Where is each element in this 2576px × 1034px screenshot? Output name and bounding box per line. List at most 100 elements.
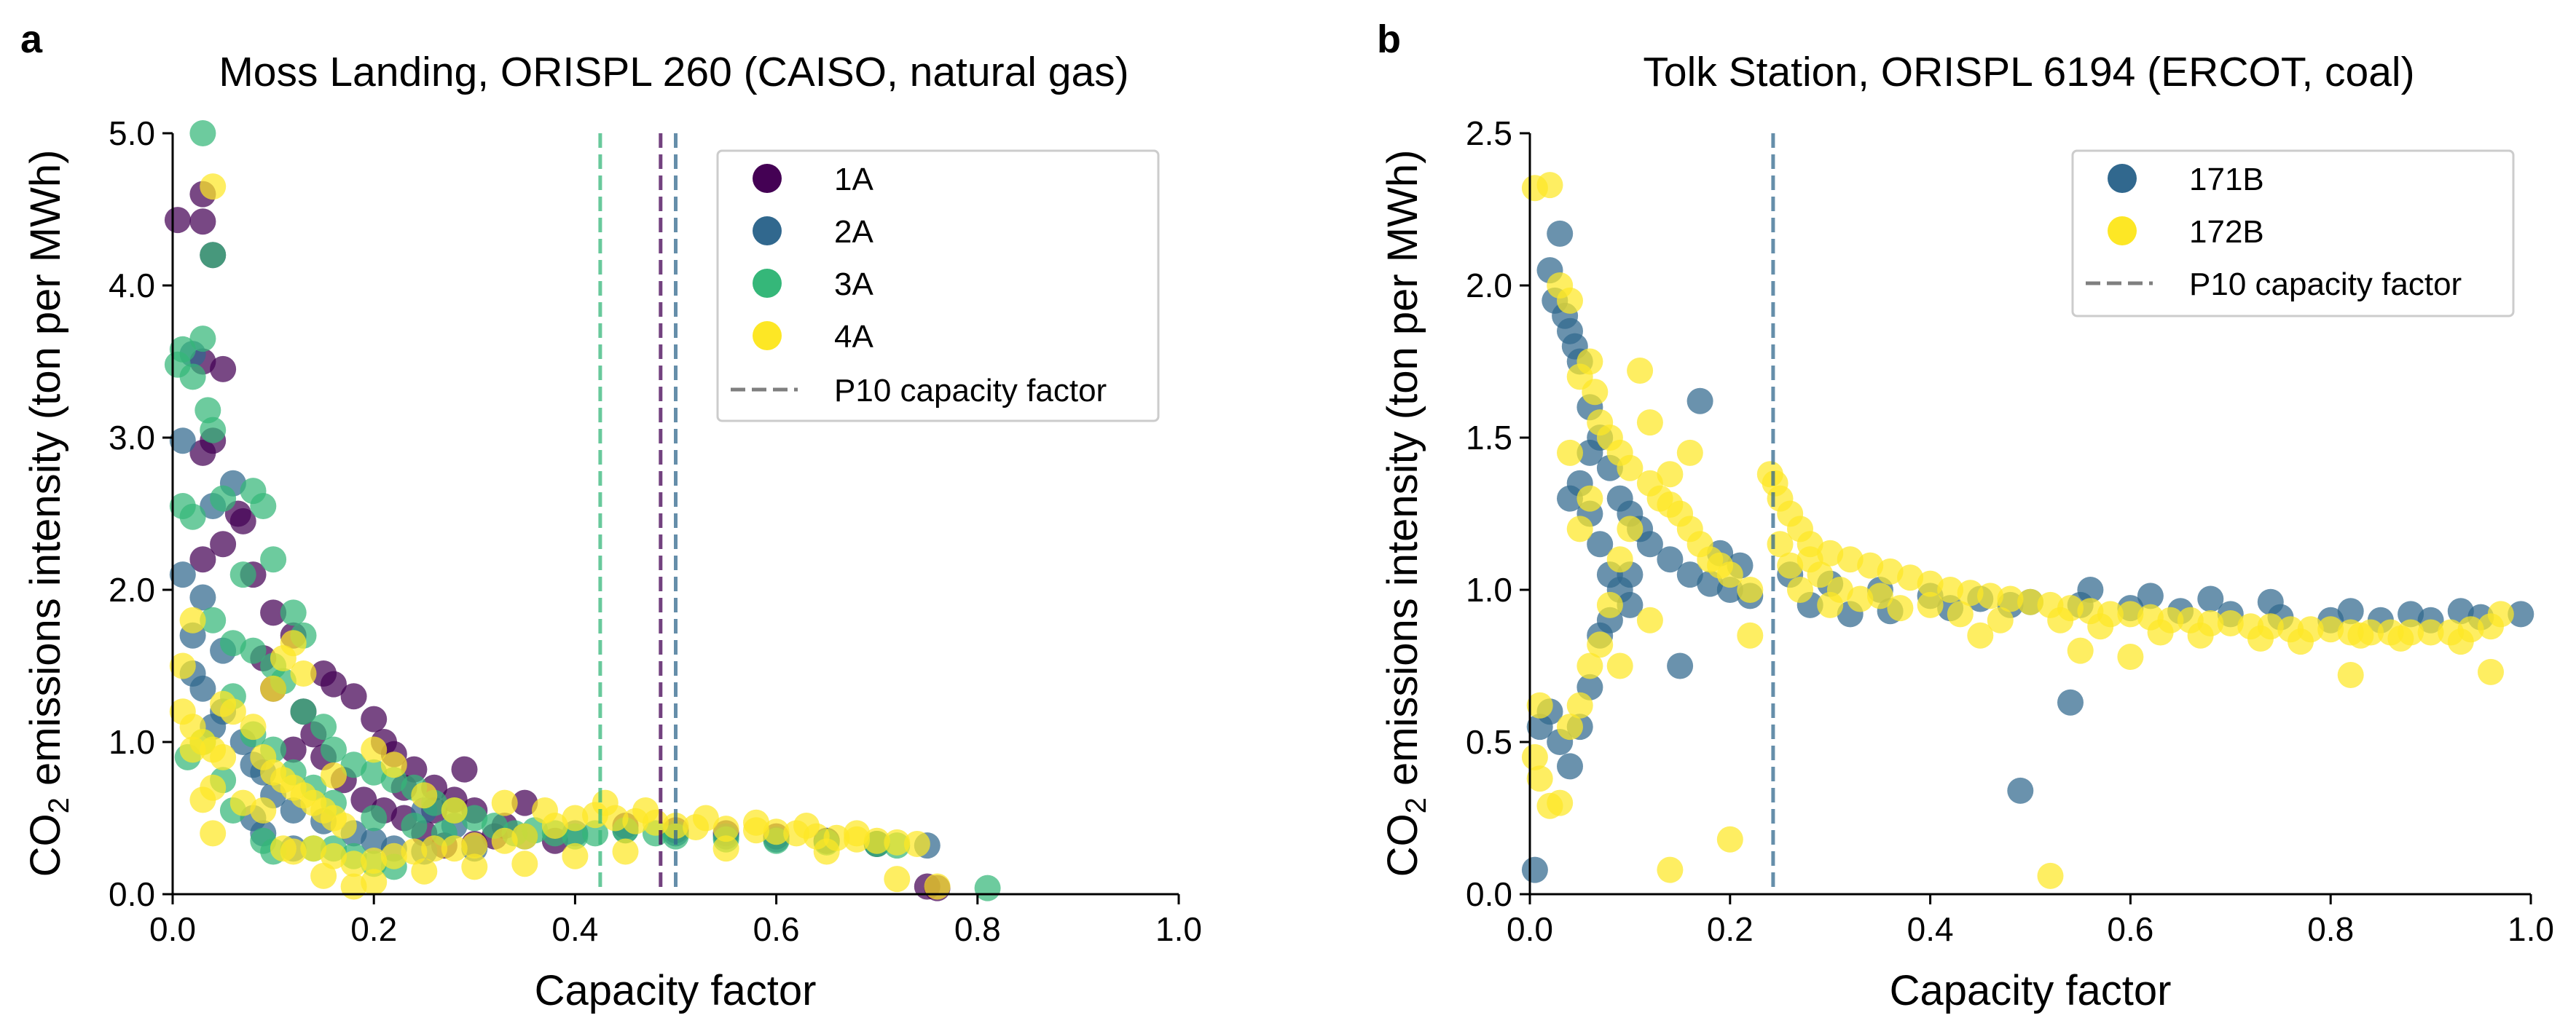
data-point-172b xyxy=(2187,622,2214,649)
data-point-172b xyxy=(1977,583,2003,609)
data-point-172b xyxy=(1526,692,1553,719)
data-point-172b xyxy=(1767,531,1794,558)
panel-a: a Moss Landing, ORISPL 260 (CAISO, natur… xyxy=(20,17,1202,1014)
data-point-172b xyxy=(1587,631,1614,658)
data-point-4a xyxy=(562,842,589,869)
data-point-4a xyxy=(240,714,267,741)
data-point-172b xyxy=(1847,585,1874,612)
data-point-3a xyxy=(401,813,428,839)
data-point-171b xyxy=(1587,531,1614,558)
legend-marker-3a xyxy=(753,269,782,298)
data-point-3a xyxy=(179,503,206,530)
data-point-4a xyxy=(924,873,951,900)
legend-marker-171b xyxy=(2108,164,2137,193)
panel-b: b Tolk Station, ORISPL 6194 (ERCOT, coal… xyxy=(1377,17,2554,1014)
data-point-172b xyxy=(2288,628,2314,655)
data-point-172b xyxy=(1737,622,1764,649)
data-point-4a xyxy=(491,827,518,854)
data-point-4a xyxy=(310,862,337,889)
data-point-4a xyxy=(692,805,719,832)
data-point-4a xyxy=(380,842,407,869)
panel-a-x-ticks: 0.0 0.2 0.4 0.6 0.8 1.0 xyxy=(149,894,1202,948)
y-tick-label: 2.0 xyxy=(109,571,155,609)
panel-b-y-label-rest: emissions intensity (ton per MWh) xyxy=(1379,150,1426,798)
data-point-171b xyxy=(2077,577,2104,603)
y-tick-label: 0.0 xyxy=(109,875,155,913)
data-point-4a xyxy=(330,813,357,839)
data-point-4a xyxy=(562,805,589,832)
data-point-4a xyxy=(461,853,488,880)
data-point-4a xyxy=(511,823,538,850)
data-point-172b xyxy=(1716,826,1743,853)
data-point-4a xyxy=(361,848,388,874)
data-point-3a xyxy=(200,417,227,443)
data-point-172b xyxy=(1606,652,1633,679)
data-point-3a xyxy=(310,714,337,741)
data-point-172b xyxy=(1826,577,1853,603)
data-point-4a xyxy=(793,813,820,839)
data-point-4a xyxy=(632,797,659,824)
data-point-4a xyxy=(250,797,277,824)
x-tick-label: 0.2 xyxy=(350,910,397,948)
legend-label-172b: 172B xyxy=(2189,214,2264,250)
data-point-1a xyxy=(189,208,216,235)
data-point-3a xyxy=(195,397,221,424)
data-point-4a xyxy=(210,690,237,717)
data-point-3a xyxy=(219,630,246,657)
data-point-172b xyxy=(1547,789,1574,816)
data-point-4a xyxy=(491,789,518,816)
data-point-3a xyxy=(280,599,307,626)
data-point-171b xyxy=(2197,585,2224,612)
data-point-172b xyxy=(1576,485,1603,512)
data-point-172b xyxy=(1557,287,1583,314)
data-point-171b xyxy=(1667,652,1694,679)
y-tick-label: 3.0 xyxy=(109,419,155,457)
data-point-172b xyxy=(1716,561,1743,588)
legend-marker-4a xyxy=(753,321,782,350)
panel-a-plot-area xyxy=(164,120,1001,901)
data-point-172b xyxy=(1967,622,1994,649)
data-point-4a xyxy=(813,838,840,865)
panel-a-y-ticks: 0.0 1.0 2.0 3.0 4.0 5.0 xyxy=(109,114,173,913)
data-point-171b xyxy=(2257,588,2284,615)
data-point-4a xyxy=(260,675,287,702)
data-point-3a xyxy=(210,485,237,512)
x-tick-label: 0.8 xyxy=(2307,910,2354,948)
data-point-171b xyxy=(1617,591,1644,618)
data-point-172b xyxy=(1521,743,1548,770)
data-point-172b xyxy=(1617,516,1644,542)
data-point-2a xyxy=(169,427,196,454)
data-point-171b xyxy=(1576,439,1603,466)
data-point-2a xyxy=(189,584,216,611)
data-point-171b xyxy=(1657,546,1684,573)
panel-a-legend: 1A 2A 3A 4A P10 capacity factor xyxy=(716,149,1160,422)
data-point-3a xyxy=(200,242,227,269)
data-point-3a xyxy=(361,759,388,786)
data-point-172b xyxy=(1777,552,1804,579)
panel-a-y-label-co: CO xyxy=(22,813,69,877)
data-point-172b xyxy=(1582,379,1609,406)
y-tick-label: 2.0 xyxy=(1466,267,1512,304)
y-tick-label: 2.5 xyxy=(1466,114,1512,152)
data-point-2a xyxy=(189,675,216,702)
data-point-4a xyxy=(411,858,438,885)
data-point-3a xyxy=(321,736,347,763)
data-point-4a xyxy=(280,838,307,865)
series-172b xyxy=(1521,172,2514,889)
data-point-4a xyxy=(863,827,890,854)
data-point-2a xyxy=(361,827,388,854)
data-point-172b xyxy=(1557,714,1583,741)
data-point-4a xyxy=(340,851,367,877)
panel-b-y-label-subscript: 2 xyxy=(1400,797,1432,813)
data-point-172b xyxy=(1576,348,1603,375)
data-point-1a xyxy=(210,355,237,382)
legend-label-1a: 1A xyxy=(834,162,873,197)
x-tick-label: 0.6 xyxy=(2107,910,2153,948)
y-tick-label: 5.0 xyxy=(109,114,155,152)
data-point-4a xyxy=(321,762,347,789)
data-point-172b xyxy=(2387,625,2414,652)
series-171b xyxy=(1521,220,2534,883)
legend-label-4a: 4A xyxy=(834,319,873,355)
data-point-172b xyxy=(2067,637,2094,664)
data-point-172b xyxy=(1576,652,1603,679)
